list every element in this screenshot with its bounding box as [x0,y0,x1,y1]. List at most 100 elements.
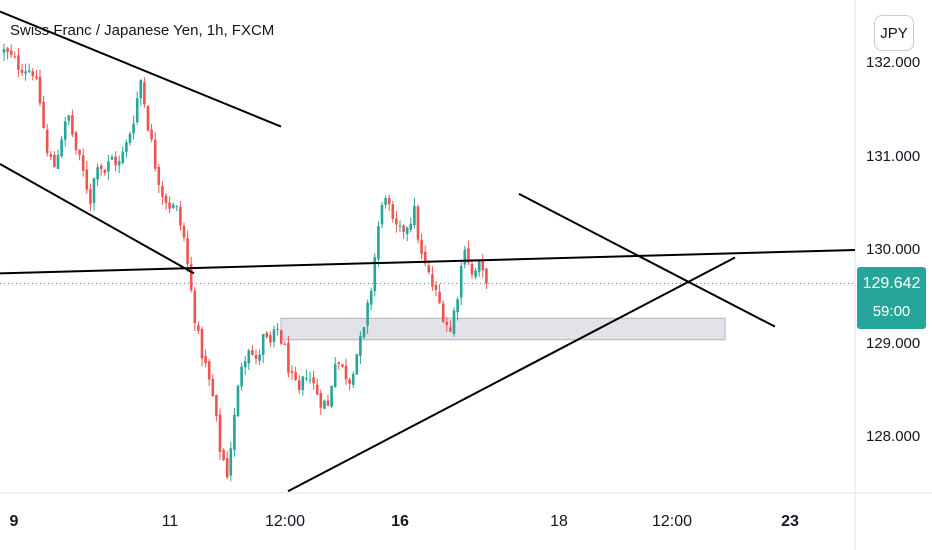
candle-body [261,334,265,355]
trendline[interactable] [287,256,736,493]
candle-body [265,332,269,338]
candle-body [351,374,355,385]
candle-body [474,270,477,277]
candle-body [49,154,53,157]
candle-body [373,257,377,291]
last-price-value: 129.642 [862,275,921,292]
trendline[interactable] [0,163,195,275]
candle-body [31,71,35,77]
time-tick-label: 23 [781,513,799,530]
symbol-title[interactable]: Swiss Franc / Japanese Yen, 1h, FXCM [10,22,275,39]
candle-body [125,142,128,152]
candle-body [225,458,229,478]
candle-body [301,376,305,391]
bar-countdown: 59:00 [872,303,911,320]
candle-body [391,204,395,219]
candle-body [449,327,452,332]
candle-body [56,155,60,169]
candle-body [409,223,413,230]
candle-body [236,385,240,417]
candle-body [175,206,179,208]
candle-body [233,414,236,450]
candle-body [218,414,222,452]
candle-body [240,366,243,387]
candle-body [53,154,56,168]
candle-body [405,227,409,235]
candle-body [387,198,391,205]
candle-body [438,291,441,303]
candle-body [315,384,319,395]
candle-body [251,350,254,355]
candle-body [366,302,369,326]
candle-body [24,71,27,74]
candle-body [337,362,341,364]
candle-body [359,335,362,357]
trendline[interactable] [518,193,776,328]
candle-body [99,165,103,170]
trendlines[interactable] [0,10,856,493]
candle-body [89,189,92,204]
candle-body [9,50,13,55]
trendline[interactable] [0,10,282,128]
candle-body [344,365,348,380]
candle-body [456,299,459,313]
support-zone-rect[interactable] [280,317,726,341]
time-tick-label: 11 [161,513,179,530]
candle-body [326,400,330,406]
candle-body [186,238,189,264]
candle-body [330,386,333,407]
candle-body [398,225,402,227]
time-tick-label: 18 [550,513,568,530]
price-tick-label: 128.000 [866,428,921,445]
candle-body [42,101,45,128]
candle-body [135,98,139,123]
candle-body [200,328,204,359]
candle-body [247,350,251,364]
candle-body [323,400,326,409]
candle-body [92,178,96,203]
candle-body [283,343,287,346]
candle-body [348,379,351,384]
time-tick-label: 9 [9,513,19,530]
candle-body [103,169,107,173]
candle-body [157,166,161,185]
candle-body [211,378,215,397]
candle-body [441,303,445,322]
candle-body [290,371,294,373]
candle-body [459,265,463,298]
candle-body [431,274,434,287]
candle-body [146,106,150,131]
candle-body [74,132,78,151]
candle-body [297,380,301,390]
candle-body [355,354,359,375]
candle-body [420,239,423,254]
candle-body [110,156,114,160]
candle-body [197,325,200,331]
candle-body [452,310,456,334]
candle-body [128,133,132,143]
trendline[interactable] [0,249,856,275]
candle-body [38,76,42,104]
candle-body [171,204,175,208]
candle-body [395,218,398,225]
candle-body [485,268,488,284]
candle-body [189,264,193,291]
candle-body [467,248,470,263]
candle-body [27,70,31,72]
currency-button[interactable]: JPY [874,15,914,51]
candle-body [384,198,387,205]
candle-body [117,161,121,166]
candle-body [269,335,272,343]
time-tick-label: 12:00 [651,513,693,530]
candle-body [139,80,143,99]
support-zone[interactable] [280,317,726,341]
candle-body [17,55,20,70]
candle-body [369,290,373,305]
candle-body [71,115,74,135]
candle-body [168,202,171,209]
candle-body [164,195,168,203]
candle-body [85,169,89,190]
candle-body [258,354,261,361]
candle-body [229,448,233,476]
